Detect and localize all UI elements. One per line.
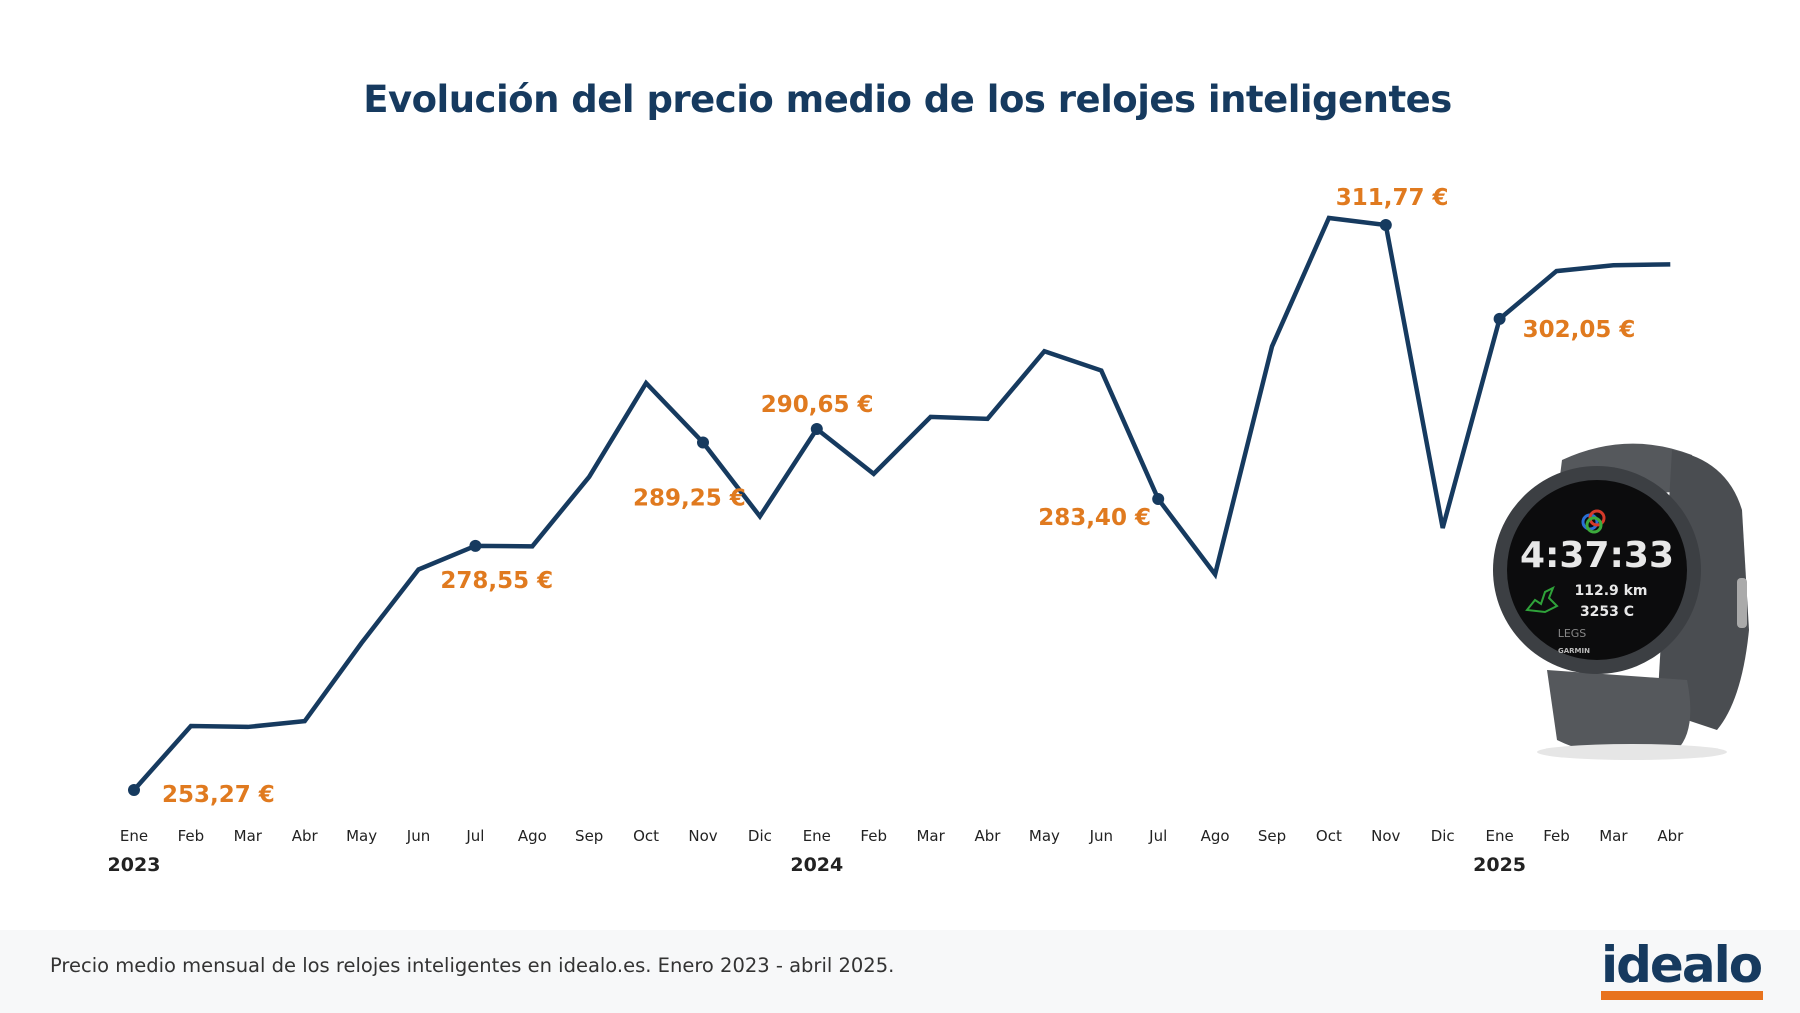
x-tick-label: Dic bbox=[1431, 827, 1455, 845]
data-point-marker bbox=[697, 436, 709, 449]
x-tick-label: Abr bbox=[1657, 827, 1684, 845]
year-label: 2024 bbox=[790, 854, 843, 876]
footer-caption: Precio medio mensual de los relojes inte… bbox=[50, 954, 895, 977]
data-label: 302,05 € bbox=[1523, 317, 1636, 343]
data-label: 289,25 € bbox=[633, 486, 746, 512]
x-tick-label: Jul bbox=[1148, 827, 1167, 845]
x-tick-label: Oct bbox=[1316, 827, 1342, 845]
watch-distance: 112.9 km bbox=[1574, 583, 1647, 599]
logo-underline bbox=[1601, 991, 1763, 1000]
data-point-marker bbox=[1152, 493, 1165, 506]
watch-brand: GARMIN bbox=[1558, 647, 1590, 655]
year-label: 2023 bbox=[108, 854, 161, 876]
data-point-marker bbox=[128, 784, 140, 796]
watch-mode: LEGS bbox=[1558, 627, 1587, 640]
watch-time: 4:37:33 bbox=[1520, 535, 1674, 576]
year-label: 2025 bbox=[1473, 854, 1526, 876]
x-tick-label: Ene bbox=[120, 827, 148, 845]
x-tick-label: Mar bbox=[1599, 827, 1628, 845]
x-tick-label: May bbox=[346, 827, 377, 845]
data-label: 311,77 € bbox=[1336, 185, 1449, 211]
logo-text: idealo bbox=[1601, 936, 1763, 994]
x-tick-label: Feb bbox=[1543, 827, 1570, 845]
x-tick-label: Ene bbox=[1485, 827, 1513, 845]
x-tick-label: Abr bbox=[975, 827, 1002, 845]
x-tick-label: Oct bbox=[633, 827, 659, 845]
x-tick-label: Nov bbox=[688, 827, 717, 845]
watch-calories: 3253 C bbox=[1580, 604, 1634, 620]
smartwatch-image: 4:37:33 112.9 km 3253 C LEGS GARMIN bbox=[1493, 443, 1749, 760]
x-tick-label: Dic bbox=[748, 827, 772, 845]
x-tick-label: Nov bbox=[1371, 827, 1400, 845]
x-tick-label: Mar bbox=[234, 827, 263, 845]
x-tick-label: Sep bbox=[575, 827, 603, 845]
data-point-marker bbox=[1379, 219, 1392, 232]
data-point-marker bbox=[469, 539, 482, 552]
data-label: 290,65 € bbox=[761, 392, 874, 418]
x-tick-label: Sep bbox=[1258, 827, 1286, 845]
x-tick-label: Ago bbox=[518, 827, 547, 845]
chart-title: Evolución del precio medio de los reloje… bbox=[363, 78, 1452, 121]
x-tick-label: Jul bbox=[465, 827, 484, 845]
x-tick-label: Abr bbox=[292, 827, 319, 845]
x-tick-label: Feb bbox=[860, 827, 887, 845]
x-tick-label: Mar bbox=[916, 827, 945, 845]
data-point-marker bbox=[1493, 312, 1506, 325]
x-tick-label: Ago bbox=[1201, 827, 1230, 845]
x-tick-label: Jun bbox=[406, 827, 430, 845]
x-tick-label: Feb bbox=[178, 827, 205, 845]
price-line bbox=[132, 215, 1671, 792]
data-point-marker bbox=[810, 422, 823, 435]
x-tick-label: Jun bbox=[1089, 827, 1113, 845]
footer: Precio medio mensual de los relojes inte… bbox=[0, 930, 1800, 1013]
data-label: 278,55 € bbox=[440, 568, 553, 594]
x-tick-label: Ene bbox=[803, 827, 831, 845]
data-label: 253,27 € bbox=[162, 782, 275, 808]
data-label: 283,40 € bbox=[1038, 505, 1151, 531]
idealo-logo: idealo bbox=[1601, 936, 1763, 1000]
line-chart: 4:37:33 112.9 km 3253 C LEGS GARMIN Ene F… bbox=[108, 185, 1749, 876]
x-tick-label: May bbox=[1029, 827, 1060, 845]
